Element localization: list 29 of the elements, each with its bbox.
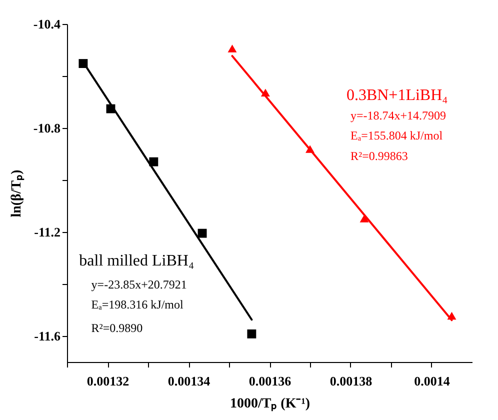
x-tick-label: 0.00132 [86, 374, 130, 388]
y-axis-title: ln(β/Tₚ) [9, 169, 24, 218]
x-tick-label: 0.00134 [168, 374, 211, 388]
x-tick-label: 0.0014 [414, 374, 450, 388]
point [198, 228, 207, 238]
point [228, 44, 237, 52]
annotation: 0.3BN+1LiBH₄ [346, 86, 448, 104]
point [78, 59, 88, 68]
point [260, 88, 270, 97]
annotation: R²=0.99863 [350, 148, 408, 163]
y-tick-label: -10.8 [33, 120, 61, 136]
annotation: R²=0.9890 [91, 321, 143, 336]
y-tick-label: -11.6 [34, 328, 61, 344]
point [447, 312, 456, 320]
point [149, 157, 158, 166]
point [360, 214, 369, 222]
annotation: Eₐ=155.804 kJ/mol [350, 128, 444, 143]
annotation: y=-18.74x+14.7909 [350, 108, 446, 122]
x-axis-title: 1000/Tₚ (K⁻¹) [230, 396, 310, 412]
point [106, 104, 116, 114]
x-tick-label: 0.00136 [248, 374, 292, 388]
x-tick-label: 0.00138 [330, 374, 373, 388]
y-tick-label: -10.4 [33, 16, 61, 32]
point [247, 329, 256, 338]
annotation: ball milled LiBH₄ [79, 252, 194, 270]
y-tick-label: -11.2 [34, 224, 60, 240]
annotation: y=-23.85x+20.7921 [91, 277, 187, 292]
annotation: Eₐ=198.316 kJ/mol [91, 298, 184, 312]
point [306, 145, 314, 153]
